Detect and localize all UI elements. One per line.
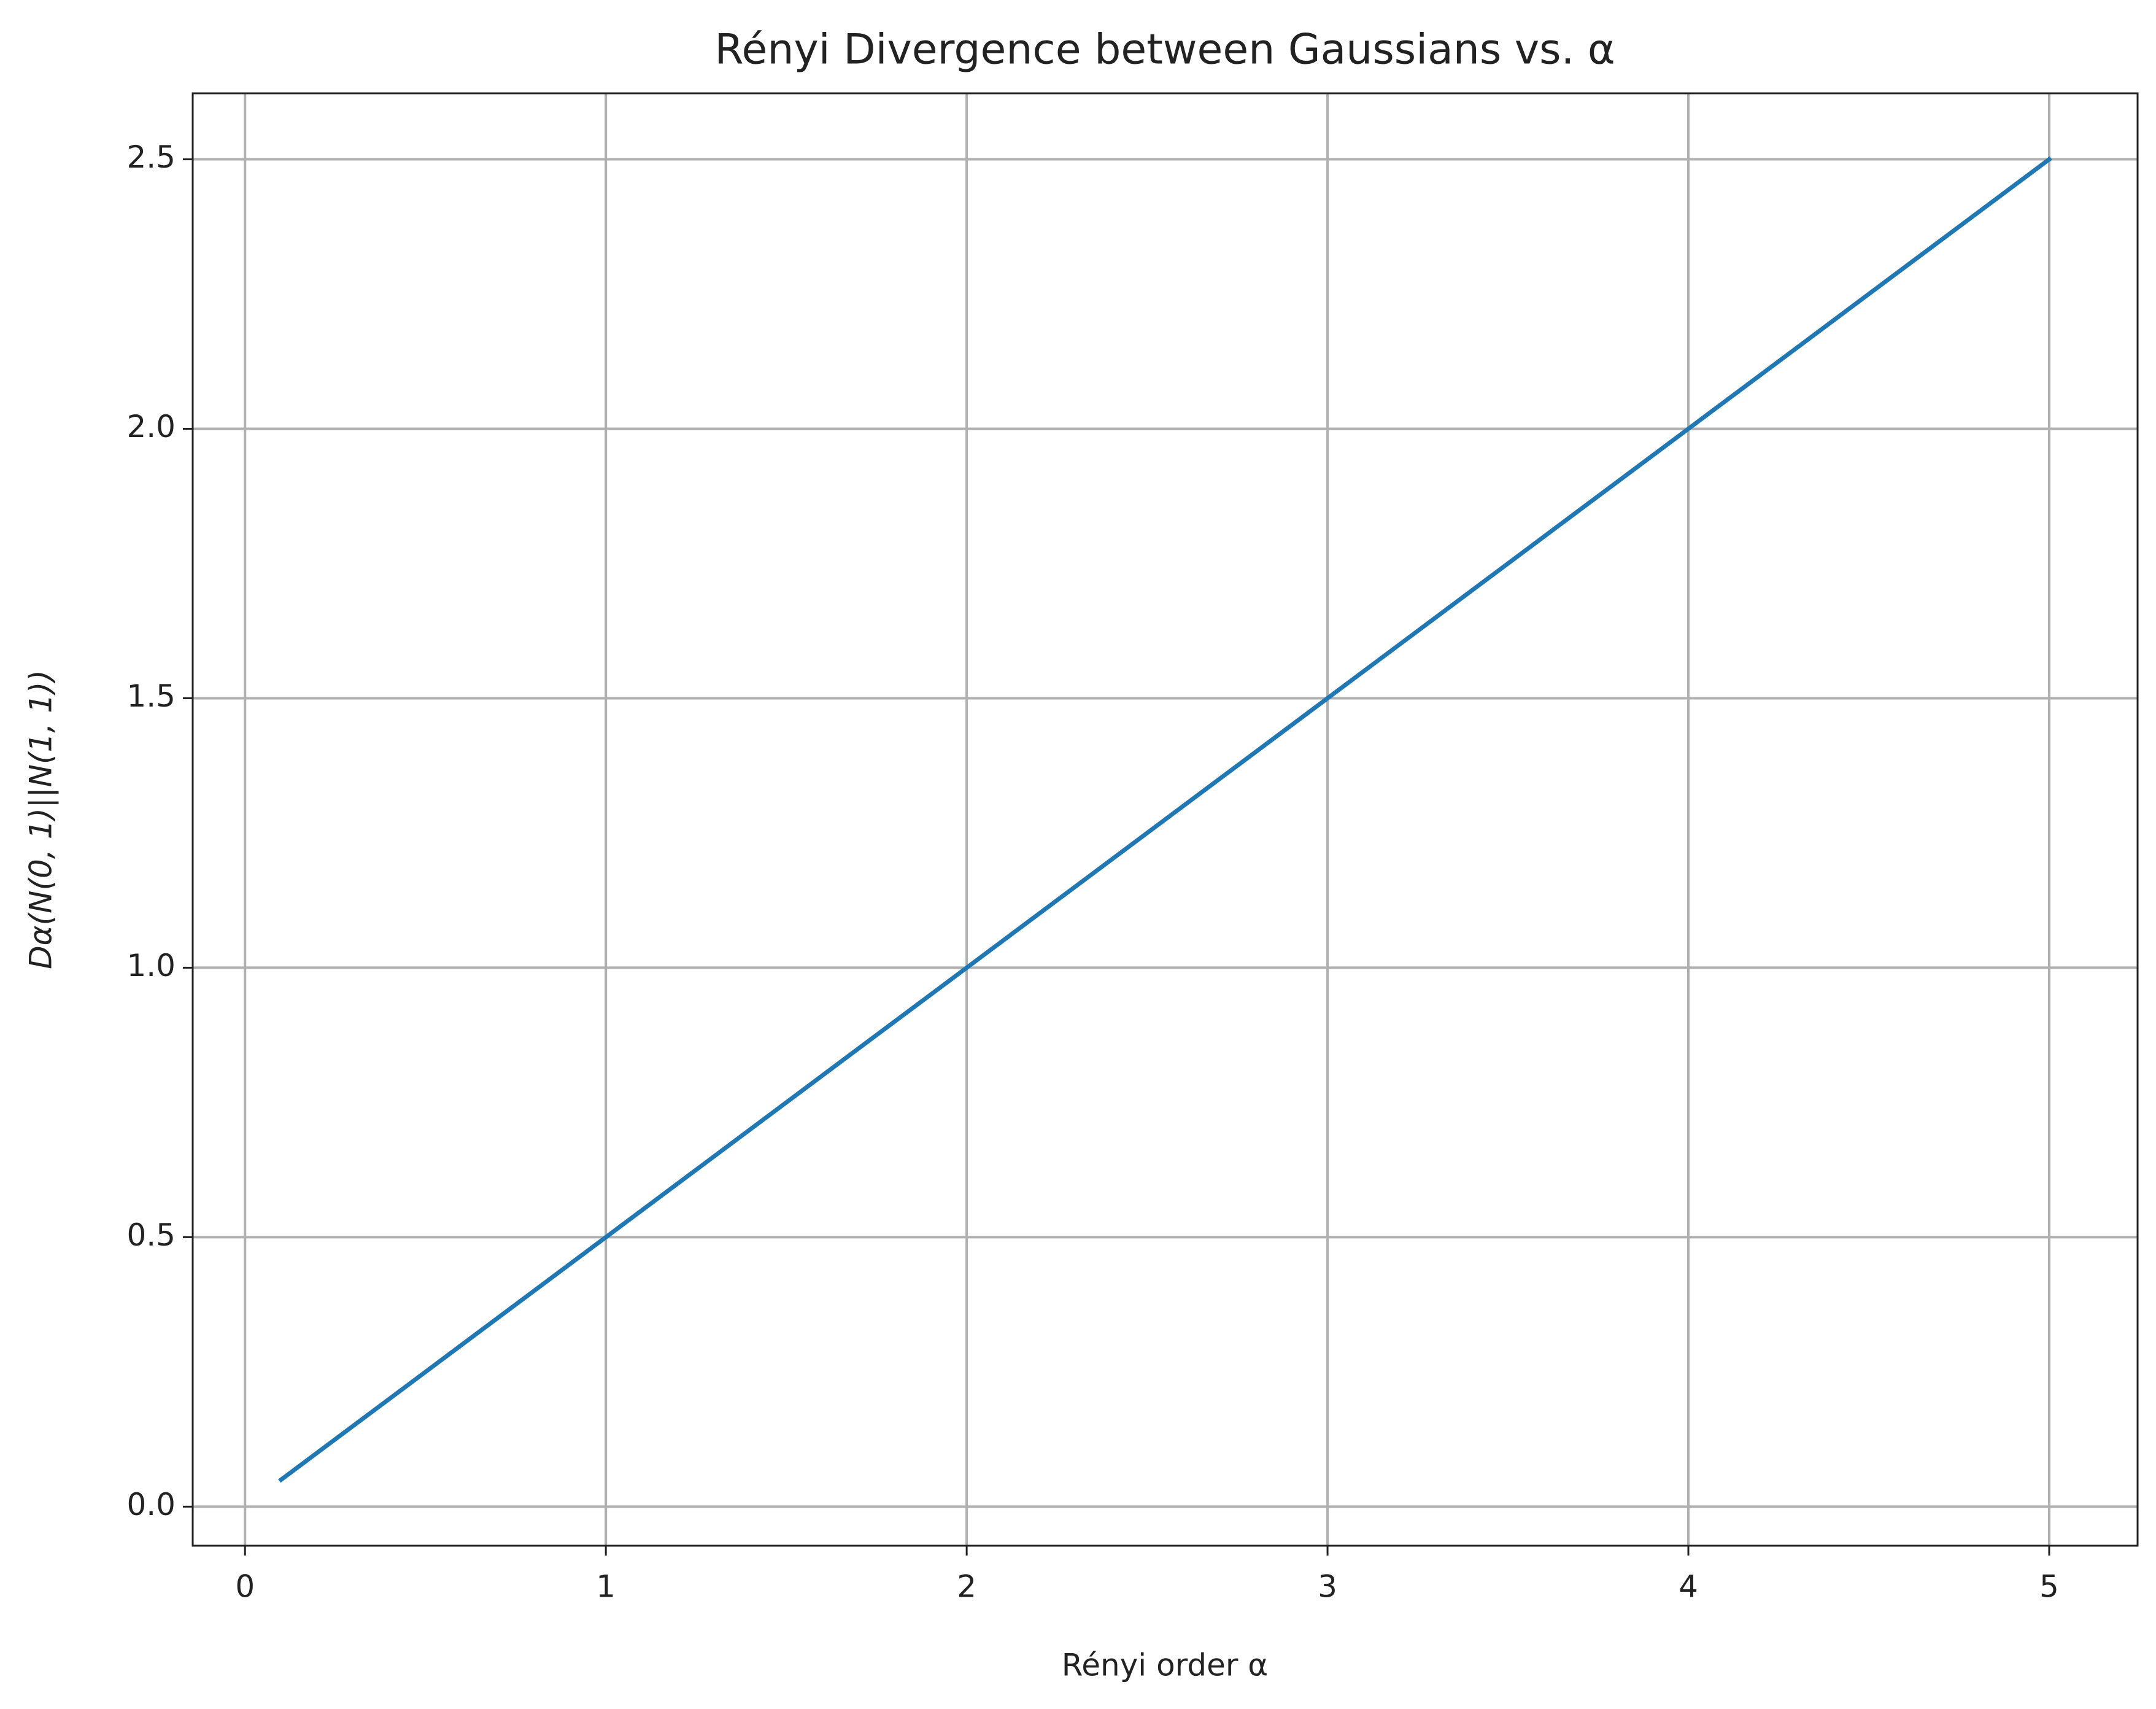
data-line — [278, 156, 2052, 1483]
x-tick-label: 5 — [2039, 1569, 2059, 1605]
chart-title: Rényi Divergence between Gaussians vs. α — [714, 26, 1615, 74]
x-tick-label: 3 — [1318, 1569, 1337, 1605]
x-tick-label: 2 — [957, 1569, 976, 1605]
x-tick-label: 0 — [235, 1569, 255, 1605]
y-tick-label: 2.5 — [126, 139, 176, 175]
y-tick-label: 0.0 — [126, 1487, 176, 1522]
y-tick-label: 0.5 — [126, 1217, 176, 1253]
plot-frame — [191, 92, 2139, 1547]
y-tick-label: 1.5 — [126, 678, 176, 714]
x-tick-label: 1 — [596, 1569, 616, 1605]
x-axis-label: Rényi order α — [1062, 1648, 1269, 1683]
y-axis-label: Dα(N(0, 1)||N(1, 1)) — [23, 670, 59, 969]
y-tick-label: 1.0 — [126, 948, 176, 983]
y-tick-label: 2.0 — [126, 409, 176, 444]
x-tick-label: 4 — [1679, 1569, 1698, 1605]
